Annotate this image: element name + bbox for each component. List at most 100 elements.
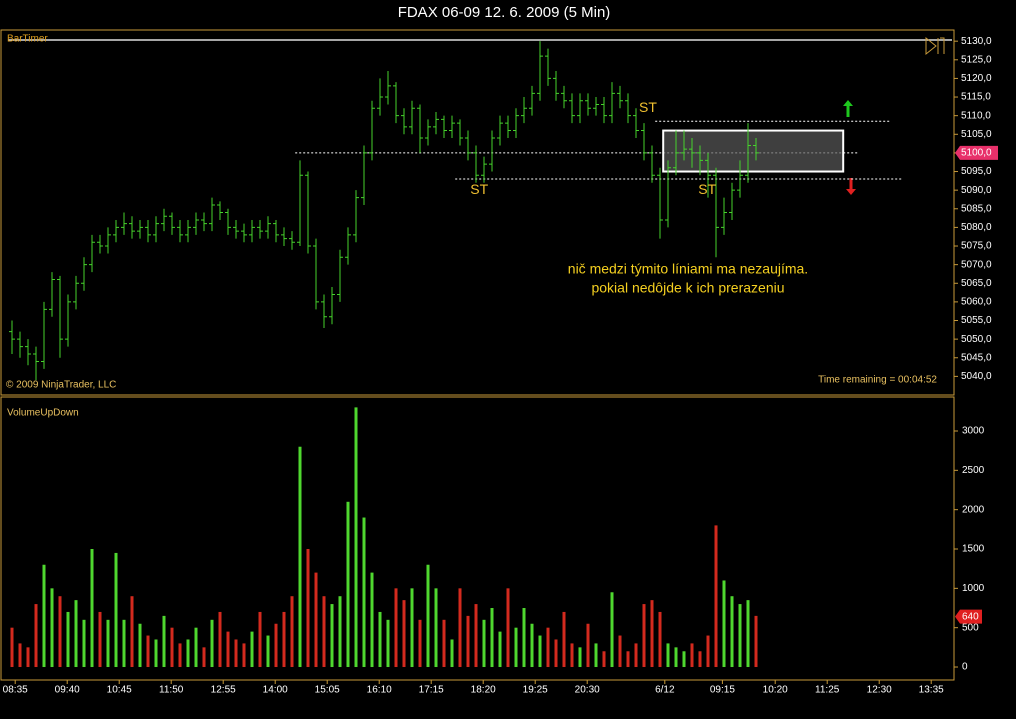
volume-bar: [338, 596, 342, 668]
ohlc-bar: [657, 167, 663, 239]
ohlc-bar: [329, 286, 335, 325]
ohlc-bar: [321, 294, 327, 328]
chart-title: FDAX 06-09 12. 6. 2009 (5 Min): [398, 4, 611, 21]
volume-bar: [10, 627, 14, 668]
indicator-label: BarTimer: [7, 34, 48, 45]
y-tick-label: 5090,0: [961, 185, 992, 196]
last-price-label: 5100,0: [961, 148, 992, 159]
volume-bar: [498, 631, 502, 668]
volume-bar: [546, 627, 550, 668]
y-tick-label: 5120,0: [961, 73, 992, 84]
volume-bar: [386, 619, 390, 668]
y-tick-label: 5130,0: [961, 36, 992, 47]
ohlc-bar: [745, 123, 751, 183]
volume-bar: [26, 647, 30, 668]
ohlc-bar: [345, 227, 351, 265]
volume-bar: [450, 639, 454, 668]
volume-bar: [402, 600, 406, 668]
volume-bar: [378, 611, 382, 668]
volume-bar: [298, 446, 302, 668]
ohlc-bar: [353, 190, 359, 243]
volume-bar: [610, 592, 614, 668]
x-tick-label: 12:30: [867, 685, 892, 696]
ohlc-bar: [553, 70, 559, 101]
ohlc-bar: [537, 41, 543, 101]
volume-bar: [482, 619, 486, 668]
volume-bar: [570, 643, 574, 668]
ohlc-bar: [681, 130, 687, 161]
last-volume-tag: [955, 609, 982, 624]
ohlc-bar: [49, 272, 55, 317]
st-marker: ST: [470, 181, 488, 197]
volume-bar: [362, 517, 366, 668]
ohlc-bar: [641, 123, 647, 161]
ohlc-bar: [313, 238, 319, 310]
volume-bar: [682, 651, 686, 668]
copyright: © 2009 NinjaTrader, LLC: [6, 380, 116, 391]
volume-bar: [418, 619, 422, 668]
y-tick-label: 5040,0: [961, 371, 992, 382]
volume-bar: [274, 623, 278, 668]
volume-bar: [522, 608, 526, 668]
volume-bar: [90, 549, 94, 668]
volume-bar: [562, 611, 566, 668]
volume-bar: [538, 635, 542, 668]
ohlc-bar: [617, 85, 623, 109]
volume-bar: [50, 588, 54, 668]
ohlc-bar: [529, 85, 535, 116]
ohlc-bar: [281, 227, 287, 247]
ohlc-bar: [601, 97, 607, 124]
ohlc-bar: [185, 219, 191, 243]
y-tick-label: 2500: [962, 465, 985, 476]
volume-bar: [242, 643, 246, 668]
ohlc-bar: [569, 93, 575, 124]
ohlc-bar: [433, 111, 439, 135]
ohlc-bar: [193, 212, 199, 235]
ohlc-bar: [137, 219, 143, 239]
ohlc-bar: [89, 234, 95, 273]
volume-bar: [578, 647, 582, 668]
ohlc-bar: [585, 93, 591, 116]
x-tick-label: 10:20: [763, 685, 788, 696]
ohlc-bar: [673, 130, 679, 176]
ohlc-bar: [361, 145, 367, 206]
volume-bar: [642, 604, 646, 668]
volume-bar: [18, 643, 22, 668]
volume-bar: [658, 611, 662, 668]
x-tick-label: 11:50: [159, 685, 184, 696]
volume-bar: [746, 600, 750, 668]
y-tick-label: 5055,0: [961, 315, 992, 326]
volume-bar: [162, 615, 166, 668]
y-tick-label: 1000: [962, 583, 985, 594]
volume-bar: [98, 611, 102, 668]
ohlc-bar: [233, 219, 239, 239]
volume-bar: [306, 549, 310, 668]
volume-bar: [490, 608, 494, 668]
volume-bar: [738, 604, 742, 668]
volume-bar: [66, 611, 70, 668]
y-tick-label: 500: [962, 622, 979, 633]
volume-bar: [626, 651, 630, 668]
bar-timer-icon: [925, 36, 945, 56]
x-tick-label: 17:15: [419, 685, 444, 696]
x-tick-label: 12:55: [211, 685, 236, 696]
volume-bar: [706, 635, 710, 668]
ohlc-bar: [449, 115, 455, 139]
y-tick-label: 5110,0: [961, 110, 991, 121]
ohlc-bar: [721, 197, 727, 235]
ohlc-bar: [497, 115, 503, 146]
ohlc-bar: [169, 212, 175, 235]
ohlc-bar: [9, 320, 15, 355]
st-marker: ST: [698, 181, 716, 197]
volume-bar: [186, 639, 190, 668]
volume-bar: [114, 552, 118, 668]
volume-bar: [618, 635, 622, 668]
ohlc-bar: [521, 97, 527, 124]
ohlc-bar: [161, 208, 167, 232]
volume-bar: [266, 635, 270, 668]
volume-bar: [146, 635, 150, 668]
st-marker: ST: [639, 99, 657, 115]
y-tick-label: 1500: [962, 544, 985, 555]
range-box: [662, 129, 845, 173]
